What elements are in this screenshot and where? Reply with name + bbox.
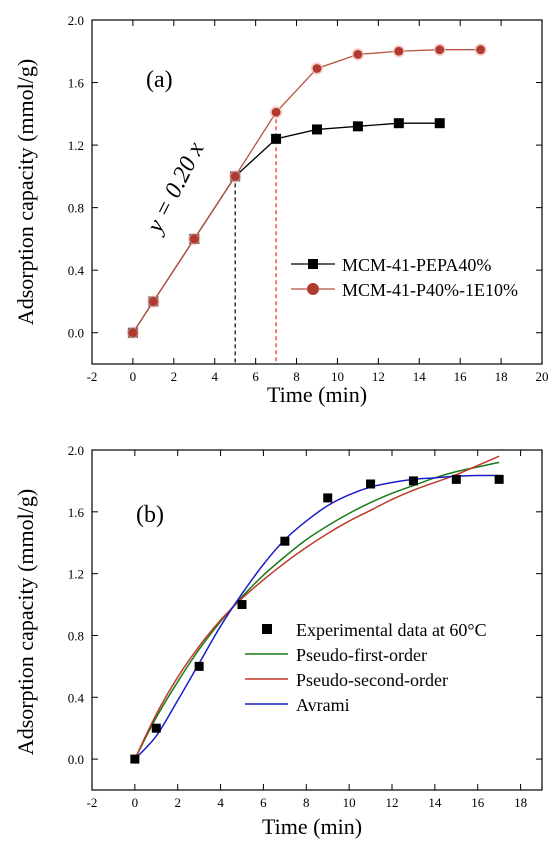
data-point-circle	[128, 328, 138, 338]
fit-curve	[134, 474, 500, 760]
x-tick-label: 2	[171, 369, 178, 384]
panel-b: -2 0 2 4 6 8 10 12 14 16 180.00.40.81.21.62.0 (b) …	[13, 443, 543, 839]
legend-square-marker	[308, 259, 318, 269]
legend-square-marker-b	[262, 624, 272, 634]
data-point-circle	[394, 46, 404, 56]
y-tick-label: 0.0	[68, 752, 84, 767]
x-tick-label: 14	[428, 795, 442, 810]
data-point-square	[194, 661, 204, 671]
legend-label-experimental: Experimental data at 60°C	[296, 620, 487, 640]
x-tick-label: 12	[372, 369, 385, 384]
y-tick-label: 0.8	[68, 201, 84, 216]
y-axis-label-a: Adsorption capacity (mmol/g)	[13, 59, 38, 325]
data-point-circle	[189, 234, 199, 244]
y-tick-label: 2.0	[68, 13, 84, 28]
x-tick-label: 10	[331, 369, 344, 384]
series-line	[132, 49, 481, 334]
legend-circle-marker	[307, 283, 319, 295]
data-point-square	[494, 474, 504, 484]
data-point-square	[366, 479, 376, 489]
fit-equation-annotation: y = 0.20 x	[141, 138, 209, 239]
x-tick-label: 18	[514, 795, 527, 810]
x-tick-label: 0	[130, 369, 137, 384]
legend-label-pepa: MCM-41-PEPA40%	[342, 255, 491, 275]
panel-label-b: (b)	[136, 502, 164, 528]
data-point-square	[408, 476, 418, 486]
fit-curve	[134, 455, 500, 760]
data-point-square	[352, 121, 363, 132]
data-point-square	[280, 536, 290, 546]
x-tick-label: 8	[303, 795, 310, 810]
x-tick-label: 8	[293, 369, 300, 384]
y-tick-label: 0.0	[68, 326, 84, 341]
legend-a: MCM-41-PEPA40% MCM-41-P40%-1E10%	[291, 255, 518, 300]
data-point-circle	[312, 64, 322, 73]
y-tick-label: 0.4	[68, 690, 85, 705]
legend-b: Experimental data at 60°C Pseudo-first-o…	[245, 620, 487, 715]
x-tick-label: 10	[343, 795, 356, 810]
y-tick-label: 1.6	[68, 76, 85, 91]
x-tick-label: 0	[132, 795, 139, 810]
x-tick-label: 20	[536, 369, 549, 384]
x-tick-label: -2	[87, 795, 98, 810]
x-tick-label: 12	[386, 795, 399, 810]
x-axis-label-b: Time (min)	[262, 814, 362, 839]
y-tick-label: 1.6	[68, 505, 85, 520]
data-point-circle	[148, 297, 158, 306]
x-tick-label: 16	[471, 795, 485, 810]
plot-frame-a	[91, 19, 543, 365]
data-point-circle	[230, 171, 240, 181]
y-tick-label: 0.8	[68, 628, 84, 643]
data-point-square	[451, 474, 461, 484]
data-point-circle	[271, 107, 281, 117]
data-point-circle	[476, 45, 486, 55]
data-point-square	[130, 754, 140, 764]
y-tick-label: 0.4	[68, 263, 85, 278]
x-tick-label: 6	[252, 369, 259, 384]
x-tick-label: 2	[174, 795, 181, 810]
x-tick-label: 4	[217, 795, 224, 810]
plot-frame-b	[91, 449, 543, 791]
y-tick-label: 1.2	[68, 138, 84, 153]
x-axis-label-a: Time (min)	[267, 382, 367, 407]
panel-label-a: (a)	[146, 67, 173, 93]
x-tick-label: 14	[413, 369, 427, 384]
data-point-circle	[435, 45, 445, 55]
legend-label-first-order: Pseudo-first-order	[296, 645, 427, 665]
x-tick-label: -2	[87, 369, 98, 384]
data-point-square	[323, 493, 333, 503]
legend-label-second-order: Pseudo-second-order	[296, 670, 448, 690]
legend-label-avrami: Avrami	[296, 695, 350, 715]
x-tick-label: 6	[260, 795, 267, 810]
data-point-square	[434, 118, 445, 129]
data-point-square	[237, 600, 247, 610]
x-tick-label: 4	[211, 369, 218, 384]
y-tick-label: 1.2	[68, 567, 84, 582]
data-point-square	[151, 723, 161, 733]
x-tick-label: 16	[454, 369, 468, 384]
data-point-circle	[353, 50, 363, 59]
x-tick-label: 18	[495, 369, 508, 384]
data-point-square	[312, 124, 322, 135]
y-tick-label: 2.0	[68, 443, 84, 458]
y-axis-label-b: Adsorption capacity (mmol/g)	[13, 489, 38, 755]
panel-a: -2 0 2 4 6 8 10 12 14 16 18 20 0.0 0.4 0.8 1.2 1.6 2.0 (a…	[13, 13, 549, 407]
data-point-square	[271, 133, 282, 144]
data-point-square	[393, 118, 404, 129]
legend-label-p40: MCM-41-P40%-1E10%	[342, 280, 518, 300]
